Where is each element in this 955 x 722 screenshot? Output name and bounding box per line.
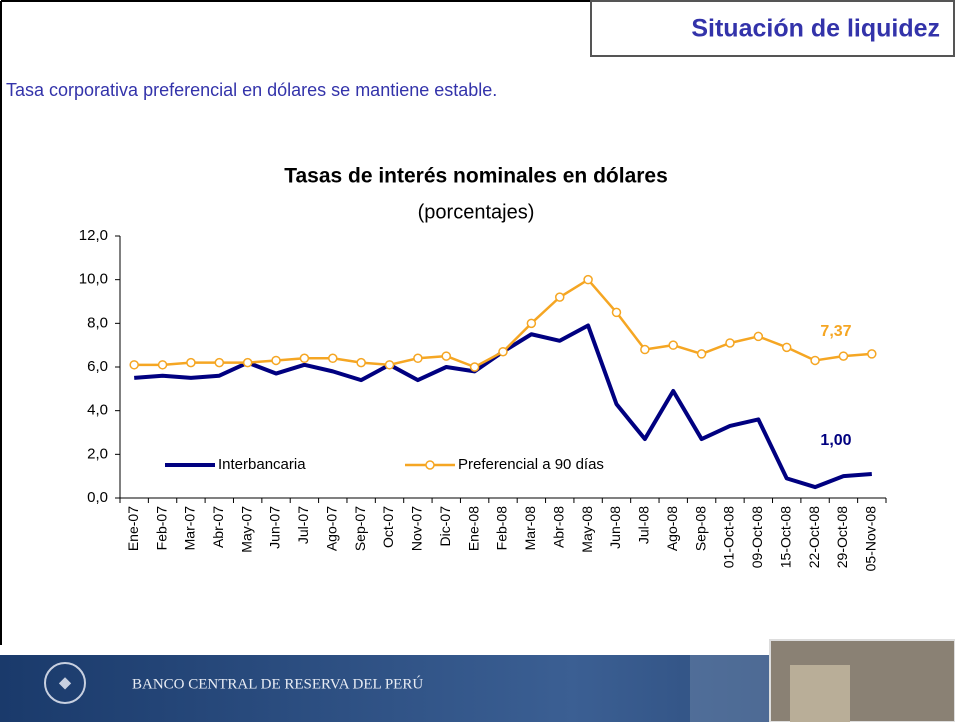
slide-title: Situación de liquidez bbox=[691, 15, 940, 43]
x-tick-label: Ene-08 bbox=[465, 506, 481, 551]
x-tick-label: Feb-07 bbox=[153, 506, 169, 551]
point-marker bbox=[215, 359, 223, 367]
point-marker bbox=[612, 308, 620, 316]
x-tick-label: Jun-07 bbox=[267, 506, 283, 549]
point-marker bbox=[783, 343, 791, 351]
annotation: 7,37 bbox=[820, 323, 851, 340]
point-marker bbox=[244, 359, 252, 367]
point-marker bbox=[300, 354, 308, 362]
x-tick-label: Sep-08 bbox=[692, 506, 708, 551]
x-tick-label: Ene-07 bbox=[125, 506, 141, 551]
point-marker bbox=[499, 348, 507, 356]
page: Situación de liquidez Tasa corporativa p… bbox=[0, 0, 955, 722]
x-tick-label: Jul-08 bbox=[636, 506, 652, 544]
x-tick-label: Abr-07 bbox=[210, 506, 226, 548]
point-marker bbox=[130, 361, 138, 369]
point-marker bbox=[414, 354, 422, 362]
point-marker bbox=[726, 339, 734, 347]
legend-marker bbox=[426, 461, 434, 469]
point-marker bbox=[811, 356, 819, 364]
point-marker bbox=[329, 354, 337, 362]
point-marker bbox=[187, 359, 195, 367]
footer-institution: BANCO CENTRAL DE RESERVA DEL PERÚ bbox=[132, 675, 423, 692]
point-marker bbox=[669, 341, 677, 349]
point-marker bbox=[527, 319, 535, 327]
x-tick-label: Mar-08 bbox=[522, 506, 538, 551]
footer-photo-1 bbox=[690, 655, 770, 722]
point-marker bbox=[556, 293, 564, 301]
x-tick-label: Mar-07 bbox=[182, 506, 198, 551]
y-tick-label: 12,0 bbox=[79, 227, 108, 244]
slide-subtitle: Tasa corporativa preferencial en dólares… bbox=[6, 80, 497, 100]
x-tick-label: May-07 bbox=[238, 506, 254, 553]
chart-title: Tasas de interés nominales en dólares bbox=[284, 165, 668, 188]
y-tick-label: 8,0 bbox=[87, 314, 108, 331]
x-tick-label: Jun-08 bbox=[607, 506, 623, 549]
point-marker bbox=[839, 352, 847, 360]
point-marker bbox=[471, 363, 479, 371]
point-marker bbox=[357, 359, 365, 367]
point-marker bbox=[754, 332, 762, 340]
x-tick-label: 22-Oct-08 bbox=[806, 506, 822, 568]
point-marker bbox=[868, 350, 876, 358]
legend-label: Preferencial a 90 días bbox=[458, 456, 604, 473]
point-marker bbox=[159, 361, 167, 369]
x-tick-label: 01-Oct-08 bbox=[721, 506, 737, 568]
y-tick-label: 10,0 bbox=[79, 271, 108, 288]
y-tick-label: 4,0 bbox=[87, 402, 108, 419]
x-tick-label: 05-Nov-08 bbox=[863, 506, 879, 572]
x-tick-label: 15-Oct-08 bbox=[777, 506, 793, 568]
annotation: 1,00 bbox=[820, 432, 851, 449]
x-tick-label: Ago-07 bbox=[323, 506, 339, 551]
x-tick-label: 09-Oct-08 bbox=[749, 506, 765, 568]
x-tick-label: 29-Oct-08 bbox=[834, 506, 850, 568]
y-tick-label: 2,0 bbox=[87, 445, 108, 462]
point-marker bbox=[584, 276, 592, 284]
bank-logo-mark: ◆ bbox=[59, 675, 72, 692]
point-marker bbox=[272, 356, 280, 364]
x-tick-label: Dic-07 bbox=[437, 506, 453, 547]
chart-subtitle: (porcentajes) bbox=[418, 201, 535, 223]
x-tick-label: Ago-08 bbox=[664, 506, 680, 551]
point-marker bbox=[442, 352, 450, 360]
point-marker bbox=[698, 350, 706, 358]
y-tick-label: 6,0 bbox=[87, 358, 108, 375]
x-tick-label: Sep-07 bbox=[352, 506, 368, 551]
y-tick-label: 0,0 bbox=[87, 489, 108, 506]
point-marker bbox=[386, 361, 394, 369]
x-tick-label: Feb-08 bbox=[494, 506, 510, 551]
point-marker bbox=[641, 346, 649, 354]
footer-photo-detail bbox=[790, 665, 850, 722]
slide: Situación de liquidez Tasa corporativa p… bbox=[0, 0, 955, 722]
x-tick-label: May-08 bbox=[579, 506, 595, 553]
x-tick-label: Oct-07 bbox=[380, 506, 396, 548]
x-tick-label: Nov-07 bbox=[409, 506, 425, 551]
x-tick-label: Abr-08 bbox=[550, 506, 566, 548]
legend-label: Interbancaria bbox=[218, 456, 306, 473]
x-tick-label: Jul-07 bbox=[295, 506, 311, 544]
